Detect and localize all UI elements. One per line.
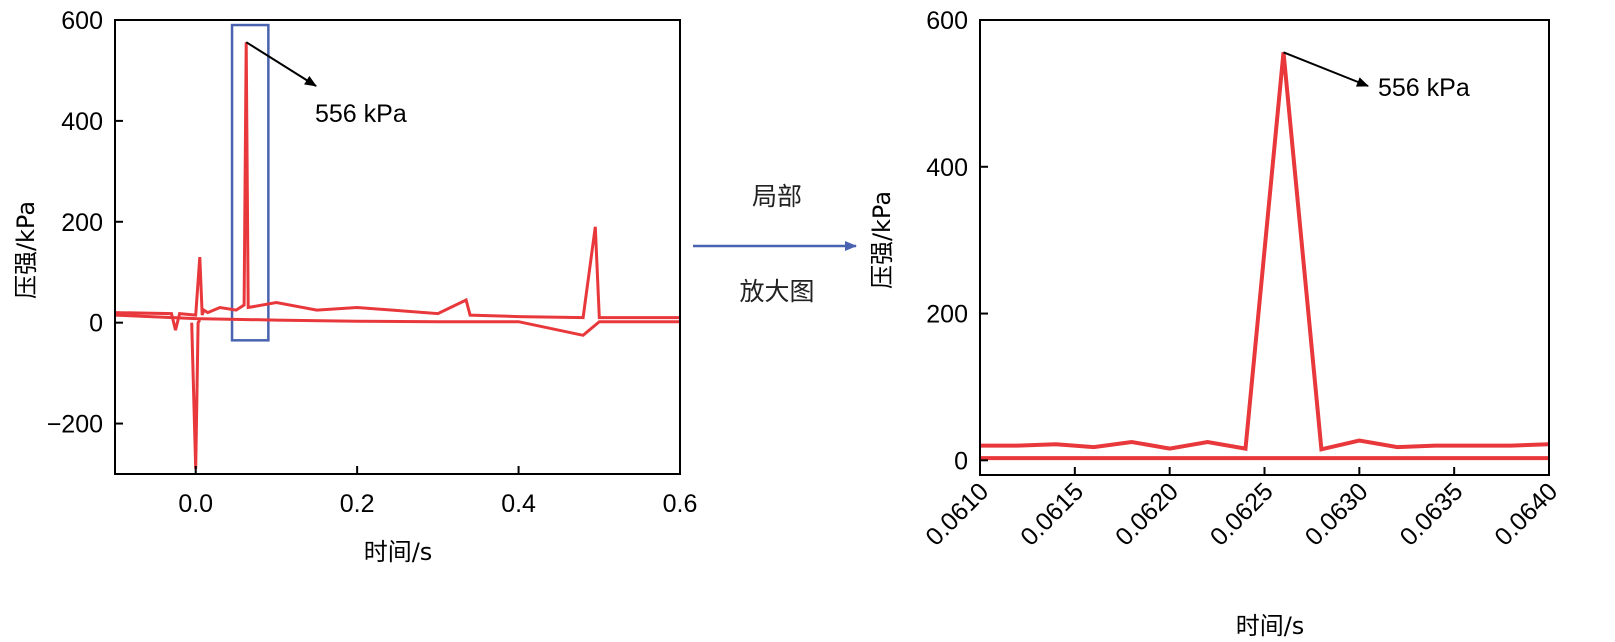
series-line-0 [980,52,1550,452]
y-tick-label: 400 [61,108,103,136]
x-tick-label: 0.4 [501,490,536,518]
x-tick-label: 0.0640 [1489,477,1563,551]
y-tick-label: 200 [61,209,103,237]
left-peak-annotation: 556 kPa [315,100,407,128]
y-tick-label: 0 [954,447,968,475]
left-x-axis-label: 时间/s [364,538,433,566]
series-line-2 [190,319,202,470]
y-tick-label: 600 [61,7,103,35]
zoom-label-top: 局部 [752,182,802,211]
x-tick-label: 0.0635 [1395,477,1469,551]
x-tick-label: 0.0630 [1300,477,1374,551]
right-peak-annotation: 556 kPa [1378,74,1470,102]
right-y-axis-label: 压强/kPa [868,191,896,289]
x-tick-label: 0.0615 [1015,477,1089,551]
y-tick-label: 400 [926,154,968,182]
annotation-arrow [1283,51,1369,87]
left-y-axis-label: 压强/kPa [12,201,40,299]
zoom-label-bottom: 放大图 [739,277,814,306]
full-pressure-chart: 0.0 0.2 0.4 0.6 −200 0 200 400 600 时间/s 压强/kPa 5… [12,7,697,566]
highlight-box [230,23,270,342]
left-axes: 0.0 0.2 0.4 0.6 −200 0 200 400 600 [47,7,698,518]
series-line-1 [114,313,680,337]
annotation-arrow [245,41,317,87]
left-plot-area [114,23,680,470]
x-tick-label: 0.0 [178,490,213,518]
zoom-indicator: 局部 放大图 [693,182,857,306]
series-line-0 [114,42,680,331]
x-tick-label: 0.2 [340,490,375,518]
plot-frame [114,19,681,475]
x-tick-label: 0.0625 [1205,477,1279,551]
x-tick-label: 0.0610 [920,477,994,551]
right-x-axis-label: 时间/s [1236,612,1305,640]
zoomed-pressure-chart: 0.0610 0.0615 0.0620 0.0625 0.0630 0.0635 0.06… [868,7,1563,640]
y-tick-label: 0 [89,310,103,338]
y-tick-label: 200 [926,301,968,329]
x-tick-label: 0.6 [663,490,698,518]
y-tick-label: −200 [47,411,103,439]
right-plot-area [980,52,1550,461]
y-tick-label: 600 [926,7,968,35]
x-tick-label: 0.0620 [1110,477,1184,551]
